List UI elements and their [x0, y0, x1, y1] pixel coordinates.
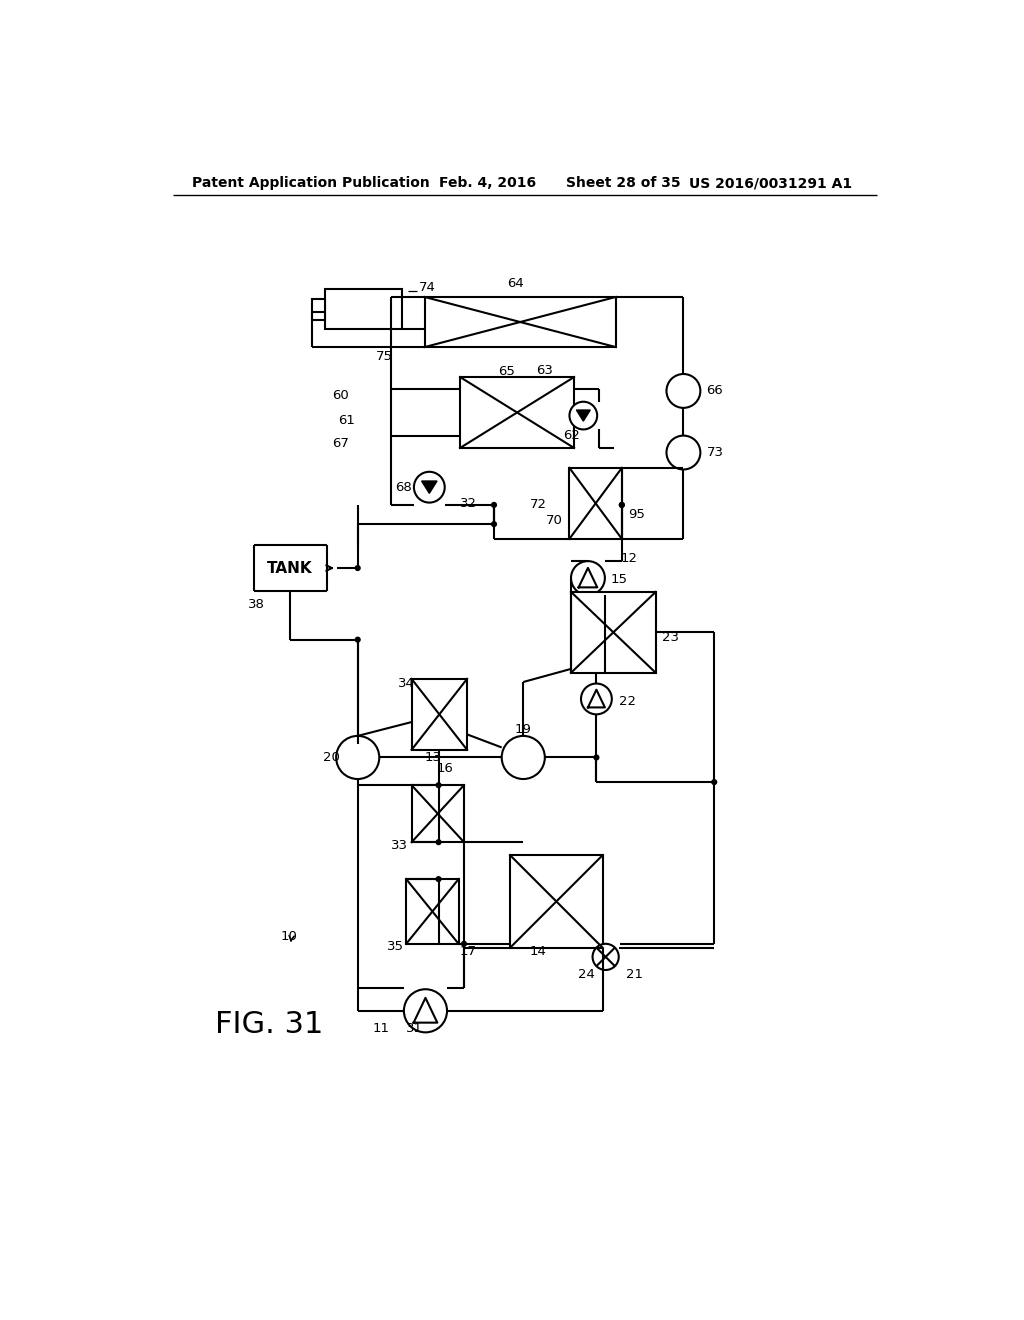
Text: 68: 68 [395, 482, 413, 495]
Text: 75: 75 [376, 350, 392, 363]
Text: 19: 19 [515, 723, 531, 737]
Circle shape [711, 779, 717, 785]
Circle shape [581, 684, 611, 714]
Circle shape [461, 941, 467, 946]
Text: 73: 73 [707, 446, 724, 459]
Text: US 2016/0031291 A1: US 2016/0031291 A1 [689, 176, 852, 190]
Polygon shape [577, 411, 590, 421]
Bar [460, 378, 574, 447]
Text: 66: 66 [707, 384, 723, 397]
Circle shape [435, 840, 441, 845]
Text: 15: 15 [611, 573, 628, 586]
Text: 21: 21 [626, 968, 643, 981]
Bar [326, 289, 402, 330]
Bar [569, 469, 622, 539]
Text: 24: 24 [578, 968, 595, 981]
Text: 95: 95 [628, 508, 645, 520]
Circle shape [403, 989, 447, 1032]
Circle shape [571, 561, 605, 595]
Bar [311, 298, 326, 321]
Text: 33: 33 [391, 838, 408, 851]
Bar [412, 678, 467, 750]
Circle shape [336, 737, 379, 779]
Text: 20: 20 [323, 751, 340, 764]
Text: Feb. 4, 2016: Feb. 4, 2016 [438, 176, 536, 190]
Circle shape [435, 781, 441, 788]
Text: 38: 38 [248, 598, 264, 611]
Text: 23: 23 [662, 631, 679, 644]
Text: 11: 11 [373, 1022, 389, 1035]
Circle shape [593, 755, 599, 760]
Text: Sheet 28 of 35: Sheet 28 of 35 [565, 176, 680, 190]
Bar [425, 297, 615, 347]
Text: 61: 61 [339, 413, 355, 426]
Circle shape [667, 436, 700, 470]
Text: Patent Application Publication: Patent Application Publication [193, 176, 430, 190]
Text: 31: 31 [407, 1022, 423, 1035]
Circle shape [618, 502, 625, 508]
Text: 60: 60 [333, 389, 349, 403]
Circle shape [354, 565, 360, 572]
Circle shape [618, 502, 625, 508]
Text: 70: 70 [547, 513, 563, 527]
Bar [510, 855, 602, 948]
Circle shape [502, 737, 545, 779]
Text: 62: 62 [563, 429, 581, 442]
Text: 72: 72 [529, 499, 547, 511]
Circle shape [490, 521, 497, 527]
Text: 32: 32 [460, 496, 477, 510]
Bar [571, 591, 655, 673]
Text: TANK: TANK [267, 561, 312, 576]
Circle shape [435, 876, 441, 882]
Polygon shape [422, 480, 437, 494]
Text: 67: 67 [333, 437, 349, 450]
Text: 13: 13 [425, 751, 441, 764]
Text: 35: 35 [387, 940, 403, 953]
Text: 64: 64 [507, 277, 524, 290]
Text: 16: 16 [437, 762, 454, 775]
Circle shape [354, 636, 360, 643]
Text: 12: 12 [621, 552, 638, 565]
Text: FIG. 31: FIG. 31 [215, 1010, 324, 1039]
Circle shape [490, 502, 497, 508]
Text: 65: 65 [499, 366, 515, 379]
Text: 10: 10 [281, 929, 298, 942]
Circle shape [667, 374, 700, 408]
Bar [407, 879, 459, 944]
Bar [412, 785, 464, 842]
Circle shape [569, 401, 597, 429]
Text: 63: 63 [537, 364, 553, 378]
Text: 14: 14 [529, 945, 546, 958]
Text: 34: 34 [397, 677, 415, 690]
Circle shape [593, 944, 618, 970]
Circle shape [414, 471, 444, 503]
Text: 74: 74 [419, 281, 436, 294]
Text: 17: 17 [460, 945, 476, 958]
Text: 22: 22 [618, 694, 636, 708]
